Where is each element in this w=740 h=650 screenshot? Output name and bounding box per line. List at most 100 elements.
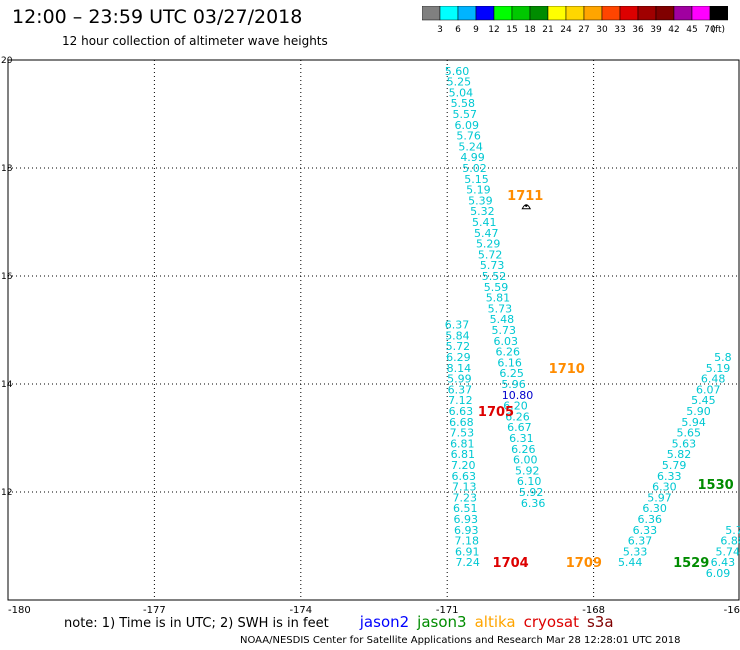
pass-time-label: 1710 [549, 362, 585, 377]
legend-label: 27 [578, 25, 589, 35]
swh-value: 6.37 [445, 319, 470, 332]
swh-value: 5.65 [677, 427, 702, 440]
swh-value: 7.24 [455, 556, 480, 569]
swh-value: 6.48 [701, 373, 726, 386]
swh-value: 5.39 [468, 194, 493, 207]
swh-value: 6.16 [497, 356, 522, 369]
swh-value: 6.26 [511, 443, 536, 456]
lon-tick-label: -171 [436, 605, 459, 616]
swh-value: 6.93 [453, 513, 478, 526]
swh-value: 5.75 [725, 524, 740, 537]
swh-value: 6.88 [720, 535, 740, 548]
swh-value: 6.09 [706, 567, 731, 580]
swh-value: 5.52 [482, 270, 507, 283]
swh-value: 6.10 [517, 475, 542, 488]
legend-label: 12 [488, 25, 499, 35]
swh-value: 5.92 [515, 464, 540, 477]
swh-value: 6.93 [454, 524, 479, 537]
swh-value: 5.79 [662, 459, 687, 472]
pass-time-label: 1711 [507, 189, 543, 204]
swh-value: 5.59 [484, 281, 509, 294]
swh-value: 5.24 [458, 140, 483, 153]
swh-value: 7.12 [448, 394, 473, 407]
map-frame [7, 59, 740, 601]
swh-value: 5.63 [672, 437, 697, 450]
swh-value: 6.81 [450, 437, 475, 450]
swh-value: 5.25 [447, 76, 472, 89]
swh-value: 7.13 [452, 481, 477, 494]
legend-label: 24 [560, 25, 572, 35]
swh-value: 6.91 [455, 545, 480, 558]
pass-time-label: 1709 [566, 556, 602, 571]
swh-value: 6.36 [637, 513, 662, 526]
pass-time-label: 1529 [673, 556, 709, 571]
swh-value: 8.14 [447, 362, 472, 375]
legend-swatch [709, 6, 728, 21]
swh-value: 5.19 [466, 184, 491, 197]
legend-label: 45 [686, 25, 697, 35]
color-legend: 3 6 9 12 15 18 21 24 27 30 33 36 39 42 45 70(ft) [422, 6, 728, 35]
swh-value: 7.20 [451, 459, 476, 472]
swh-value: 6.25 [499, 367, 524, 380]
swh-value: 6.26 [495, 346, 520, 359]
lon-tick-label: -16 [724, 605, 740, 616]
swh-value: 5.81 [486, 292, 511, 305]
swh-value: 6.33 [657, 470, 682, 483]
satellite-legend: jason2 jason3 altika cryosat s3a [334, 612, 614, 631]
swh-value: 5.02 [462, 162, 487, 175]
lat-tick-label: 20 [1, 56, 13, 66]
swh-value: 6.33 [633, 524, 658, 537]
swh-value: 5.44 [618, 556, 643, 569]
legend-label: 30 [596, 25, 608, 35]
swh-value: 6.36 [521, 497, 546, 510]
pass-time-label: 1530 [698, 478, 734, 493]
legend-label: 36 [632, 25, 644, 35]
swh-value: 5.96 [501, 378, 526, 391]
legend-label: 6 [455, 25, 461, 35]
legend-unit: (ft) [711, 25, 725, 35]
swh-value: 5.76 [456, 130, 481, 143]
swh-value: 5.8 [714, 351, 732, 364]
satellite-jason3: jason3 [417, 613, 467, 631]
swh-value: 6.20 [503, 400, 528, 413]
lat-tick-label: 18 [1, 164, 13, 174]
swh-value: 5.72 [478, 248, 503, 261]
swh-value: 6.00 [513, 454, 538, 467]
swh-value: 6.30 [652, 481, 677, 494]
legend-label: 3 [437, 25, 443, 35]
swh-value: 5.33 [623, 545, 648, 558]
swh-value: 7.23 [453, 491, 478, 504]
swh-value: 6.63 [452, 470, 477, 483]
lat-tick-label: 12 [1, 488, 12, 498]
legend-label: 9 [473, 25, 479, 35]
swh-value: 6.37 [448, 383, 473, 396]
swh-value-high: 10.80 [502, 389, 534, 402]
swh-value: 5.47 [474, 227, 499, 240]
lon-tick-label: -174 [289, 605, 312, 616]
swh-value: 6.68 [449, 416, 474, 429]
legend-label: 15 [506, 25, 517, 35]
satellite-jason2: jason2 [359, 613, 410, 631]
legend-label: 42 [668, 25, 679, 35]
lon-tick-label: -180 [8, 605, 31, 616]
swh-value: 5.90 [686, 405, 711, 418]
legend-label: 18 [524, 25, 536, 35]
swh-value: 5.58 [451, 97, 476, 110]
swh-value: 5.94 [681, 416, 706, 429]
credit-line: NOAA/NESDIS Center for Satellite Applica… [240, 635, 681, 646]
swh-value: 5.48 [490, 313, 515, 326]
swh-value: 6.81 [451, 448, 476, 461]
swh-value: 6.29 [446, 351, 471, 364]
swh-value: 6.51 [453, 502, 478, 515]
swh-value: 6.30 [642, 502, 667, 515]
swh-value: 5.04 [449, 86, 474, 99]
satellite-altika: altika [474, 613, 516, 631]
pass-time-label: 1704 [493, 556, 529, 571]
swh-value: 5.73 [480, 259, 505, 272]
swh-value: 5.73 [492, 324, 517, 337]
swh-value: 5.57 [453, 108, 478, 121]
swh-value: 6.63 [449, 405, 474, 418]
swh-value: 5.32 [470, 205, 495, 218]
swh-value: 5.45 [691, 394, 716, 407]
